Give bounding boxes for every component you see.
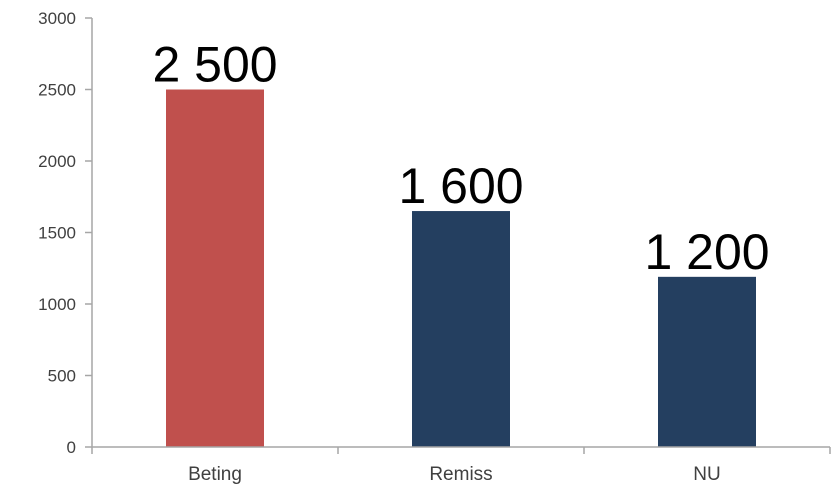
y-tick-label: 0 [67, 438, 76, 457]
y-tick-label: 3000 [38, 9, 76, 28]
y-tick-label: 2500 [38, 81, 76, 100]
y-axis-ticks: 0 500 1000 1500 2000 2500 3000 [38, 9, 92, 457]
y-tick-label: 1000 [38, 295, 76, 314]
x-tick-label: Beting [188, 464, 242, 485]
bars [166, 89, 756, 447]
bar-remiss [412, 211, 510, 447]
bar-nu [658, 276, 756, 447]
data-label-beting: 2 500 [152, 37, 277, 93]
y-tick-label: 2000 [38, 152, 76, 171]
y-tick-label: 500 [48, 367, 76, 386]
axes [91, 18, 831, 454]
data-labels: 2 500 1 600 1 200 [152, 37, 769, 280]
x-axis-labels: Beting Remiss NU [188, 464, 721, 485]
y-tick-label: 1500 [38, 224, 76, 243]
bar-beting [166, 89, 264, 447]
x-tick-label: NU [693, 464, 720, 485]
x-tick-label: Remiss [429, 464, 492, 485]
data-label-nu: 1 200 [644, 224, 769, 280]
data-label-remiss: 1 600 [398, 158, 523, 214]
